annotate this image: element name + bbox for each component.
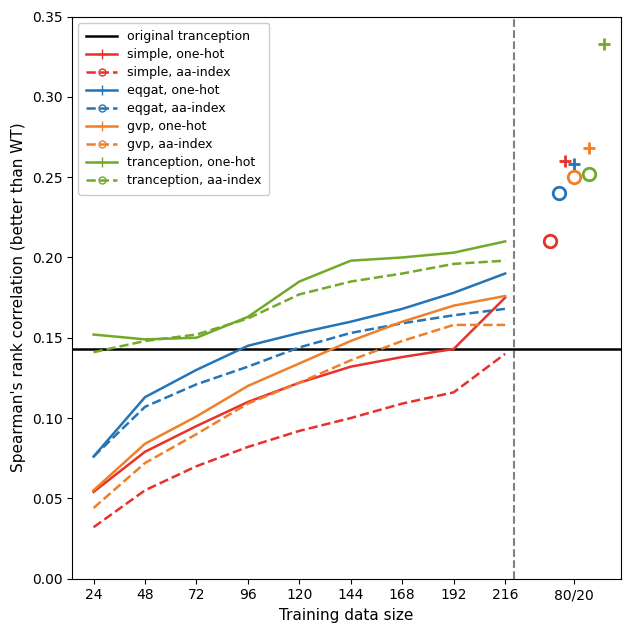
- gvp, aa-index: [90, 504, 97, 512]
- gvp, aa-index: [347, 356, 355, 364]
- gvp, one-hot: [501, 292, 509, 300]
- tranception, one-hot: [347, 257, 355, 264]
- gvp, aa-index: [141, 459, 149, 467]
- simple, aa-index: [296, 427, 303, 435]
- eqgat, one-hot: [244, 342, 252, 349]
- simple, aa-index: [141, 486, 149, 494]
- simple, aa-index: [501, 350, 509, 358]
- gvp, one-hot: [347, 337, 355, 345]
- original tranception: [40, 345, 48, 353]
- Line: simple, aa-index: simple, aa-index: [94, 354, 505, 527]
- simple, one-hot: [398, 353, 406, 361]
- tranception, aa-index: [141, 337, 149, 345]
- simple, one-hot: [141, 448, 149, 456]
- tranception, one-hot: [296, 278, 303, 285]
- Line: tranception, one-hot: tranception, one-hot: [94, 242, 505, 339]
- eqgat, aa-index: [90, 453, 97, 460]
- eqgat, aa-index: [398, 320, 406, 327]
- Line: eqgat, one-hot: eqgat, one-hot: [94, 273, 505, 456]
- tranception, aa-index: [347, 278, 355, 285]
- simple, aa-index: [347, 414, 355, 422]
- original tranception: [39, 345, 46, 353]
- tranception, aa-index: [193, 331, 200, 339]
- eqgat, one-hot: [193, 366, 200, 373]
- eqgat, aa-index: [296, 344, 303, 351]
- eqgat, aa-index: [193, 380, 200, 388]
- eqgat, one-hot: [347, 318, 355, 325]
- eqgat, one-hot: [398, 305, 406, 313]
- eqgat, aa-index: [347, 329, 355, 337]
- Line: simple, one-hot: simple, one-hot: [94, 297, 505, 492]
- eqgat, aa-index: [244, 363, 252, 370]
- Line: tranception, aa-index: tranception, aa-index: [94, 261, 505, 353]
- gvp, aa-index: [450, 321, 458, 328]
- eqgat, aa-index: [141, 403, 149, 411]
- eqgat, one-hot: [296, 329, 303, 337]
- gvp, aa-index: [501, 321, 509, 328]
- tranception, aa-index: [296, 290, 303, 298]
- gvp, one-hot: [398, 318, 406, 325]
- simple, aa-index: [244, 443, 252, 451]
- tranception, aa-index: [501, 257, 509, 264]
- simple, aa-index: [398, 400, 406, 408]
- gvp, one-hot: [244, 382, 252, 390]
- simple, one-hot: [347, 363, 355, 370]
- tranception, aa-index: [450, 260, 458, 268]
- tranception, one-hot: [193, 334, 200, 342]
- simple, aa-index: [193, 462, 200, 470]
- simple, aa-index: [450, 389, 458, 396]
- tranception, aa-index: [244, 314, 252, 322]
- simple, one-hot: [244, 398, 252, 406]
- tranception, aa-index: [90, 349, 97, 356]
- simple, aa-index: [90, 524, 97, 531]
- Line: gvp, aa-index: gvp, aa-index: [94, 325, 505, 508]
- simple, one-hot: [193, 422, 200, 430]
- eqgat, one-hot: [501, 269, 509, 277]
- simple, one-hot: [296, 379, 303, 387]
- tranception, one-hot: [450, 249, 458, 257]
- Line: eqgat, aa-index: eqgat, aa-index: [94, 309, 505, 456]
- gvp, one-hot: [90, 486, 97, 494]
- X-axis label: Training data size: Training data size: [279, 608, 414, 623]
- tranception, aa-index: [398, 269, 406, 277]
- tranception, one-hot: [90, 331, 97, 339]
- simple, one-hot: [501, 294, 509, 301]
- tranception, one-hot: [501, 238, 509, 245]
- gvp, one-hot: [193, 413, 200, 420]
- simple, one-hot: [450, 345, 458, 353]
- gvp, one-hot: [296, 359, 303, 367]
- eqgat, one-hot: [450, 289, 458, 297]
- Y-axis label: Spearman's rank correlation (better than WT): Spearman's rank correlation (better than…: [11, 123, 26, 472]
- eqgat, aa-index: [450, 311, 458, 319]
- gvp, aa-index: [193, 430, 200, 438]
- eqgat, one-hot: [141, 393, 149, 401]
- gvp, one-hot: [141, 440, 149, 448]
- tranception, one-hot: [244, 313, 252, 321]
- gvp, one-hot: [450, 302, 458, 309]
- tranception, one-hot: [141, 335, 149, 343]
- tranception, one-hot: [398, 254, 406, 261]
- eqgat, one-hot: [90, 453, 97, 460]
- simple, one-hot: [90, 488, 97, 496]
- Line: gvp, one-hot: gvp, one-hot: [94, 296, 505, 490]
- eqgat, aa-index: [501, 305, 509, 313]
- gvp, aa-index: [296, 379, 303, 387]
- Legend: original tranception, simple, one-hot, simple, aa-index, eqgat, one-hot, eqgat, : original tranception, simple, one-hot, s…: [78, 23, 269, 195]
- gvp, aa-index: [244, 400, 252, 408]
- gvp, aa-index: [398, 337, 406, 345]
